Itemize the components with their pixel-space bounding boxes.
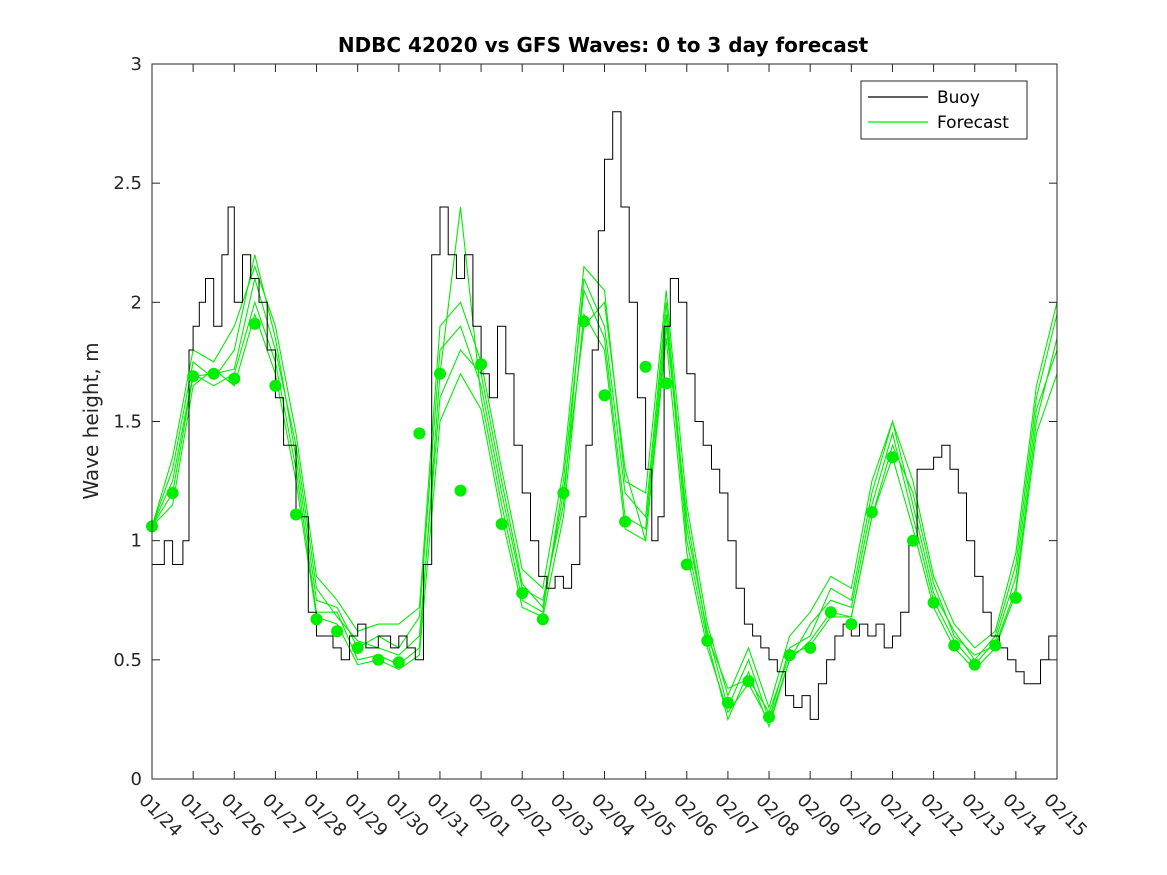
forecast-marker bbox=[536, 613, 549, 626]
forecast-marker bbox=[927, 596, 940, 609]
y-tick-label: 0 bbox=[131, 769, 142, 790]
forecast-marker bbox=[454, 484, 467, 497]
forecast-marker bbox=[228, 372, 241, 385]
forecast-marker bbox=[557, 487, 570, 499]
forecast-marker bbox=[948, 639, 961, 652]
y-axis-label: Wave height, m bbox=[79, 342, 103, 499]
forecast-marker bbox=[660, 377, 673, 390]
y-tick-label: 2.5 bbox=[113, 173, 142, 194]
y-axis-ticks: 0 0.5 1 1.5 2 2.5 3 bbox=[113, 54, 1057, 790]
forecast-marker bbox=[331, 625, 344, 638]
legend-box bbox=[860, 80, 1028, 140]
forecast-marker bbox=[598, 389, 611, 402]
legend: Buoy Forecast bbox=[860, 80, 1028, 140]
forecast-marker bbox=[166, 487, 179, 499]
y-tick-label: 1 bbox=[131, 531, 142, 552]
forecast-marker bbox=[824, 606, 837, 619]
buoy-line bbox=[152, 111, 1058, 720]
forecast-marker bbox=[721, 696, 734, 709]
legend-forecast-label: Forecast bbox=[937, 113, 1009, 133]
forecast-marker bbox=[763, 711, 775, 723]
forecast-marker bbox=[434, 367, 446, 380]
forecast-marker bbox=[886, 451, 899, 464]
forecast-marker bbox=[351, 641, 364, 654]
forecast-line-5 bbox=[151, 312, 1058, 724]
y-tick-label: 1.5 bbox=[113, 412, 142, 433]
forecast-marker bbox=[701, 634, 714, 647]
y-tick-label: 0.5 bbox=[113, 650, 142, 671]
forecast-marker bbox=[680, 558, 693, 571]
forecast-marker bbox=[290, 508, 302, 521]
forecast-marker bbox=[310, 613, 323, 626]
forecast-marker bbox=[516, 587, 529, 600]
legend-buoy-label: Buoy bbox=[937, 88, 980, 108]
forecast-marker bbox=[619, 515, 632, 528]
forecast-marker bbox=[248, 317, 261, 330]
forecast-marker bbox=[392, 656, 405, 669]
forecast-marker bbox=[187, 370, 200, 383]
forecast-series bbox=[151, 206, 1058, 729]
forecast-markers bbox=[146, 315, 1022, 723]
forecast-marker bbox=[742, 675, 755, 688]
chart-title: NDBC 42020 vs GFS Waves: 0 to 3 day fore… bbox=[338, 33, 869, 57]
forecast-marker bbox=[907, 534, 919, 547]
forecast-marker bbox=[804, 641, 817, 654]
buoy-series bbox=[152, 111, 1058, 720]
forecast-marker bbox=[207, 367, 220, 380]
forecast-marker bbox=[413, 427, 426, 440]
forecast-marker bbox=[577, 315, 590, 328]
forecast-marker bbox=[845, 618, 858, 631]
forecast-marker bbox=[475, 358, 488, 371]
forecast-marker bbox=[269, 379, 282, 392]
forecast-marker bbox=[372, 653, 385, 666]
forecast-marker bbox=[1009, 591, 1022, 604]
y-tick-label: 3 bbox=[131, 54, 142, 75]
forecast-marker bbox=[639, 360, 652, 373]
forecast-line-4 bbox=[151, 264, 1058, 710]
forecast-marker bbox=[783, 649, 796, 662]
forecast-marker bbox=[495, 518, 508, 530]
y-tick-label: 2 bbox=[131, 292, 142, 313]
forecast-marker bbox=[865, 506, 878, 519]
forecast-marker bbox=[968, 658, 981, 671]
forecast-marker bbox=[989, 639, 1002, 652]
forecast-line-2 bbox=[151, 254, 1058, 722]
